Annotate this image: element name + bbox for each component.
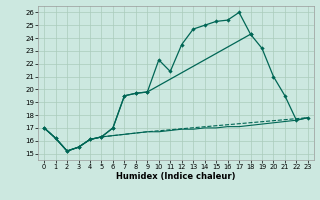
X-axis label: Humidex (Indice chaleur): Humidex (Indice chaleur) bbox=[116, 172, 236, 181]
